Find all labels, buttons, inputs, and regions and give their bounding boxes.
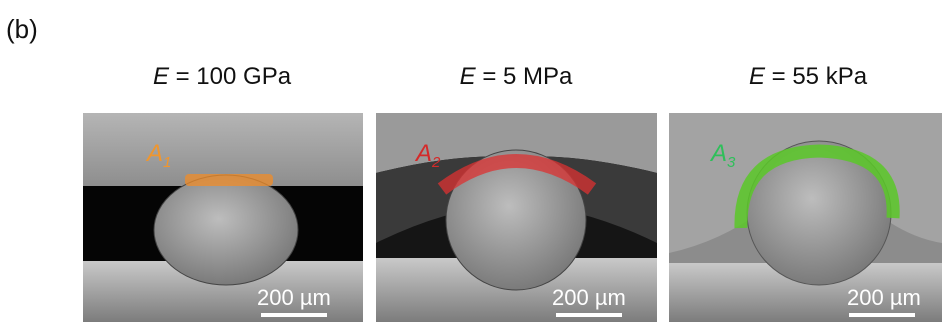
modulus-symbol: E <box>460 63 477 90</box>
scale-bar-label: 200 µm <box>257 285 331 310</box>
sem-image: A1 200 µm <box>83 113 363 322</box>
area-symbol: A <box>145 140 163 167</box>
area-subscript: 2 <box>431 154 441 171</box>
modulus-value: = 5 MPa <box>482 63 573 90</box>
panel-title: E = 100 GPa <box>153 63 292 90</box>
figure: (b) E = 100 GPa E = 5 MPa E = 55 kPa A1 … <box>0 0 942 322</box>
area-subscript: 3 <box>727 154 736 171</box>
panel-label: (b) <box>6 14 38 44</box>
panel-title: E = 55 kPa <box>749 63 868 90</box>
sem-image: A2 200 µm <box>376 113 657 322</box>
modulus-value: = 55 kPa <box>772 63 868 90</box>
scale-bar-label: 200 µm <box>847 285 921 310</box>
modulus-value: = 100 GPa <box>176 63 292 90</box>
modulus-symbol: E <box>749 63 766 90</box>
sem-image: A3 200 µm <box>669 113 942 322</box>
area-subscript: 1 <box>163 154 171 171</box>
modulus-symbol: E <box>153 63 170 90</box>
panel-title: E = 5 MPa <box>460 63 573 90</box>
area-symbol: A <box>709 140 727 167</box>
scale-bar-label: 200 µm <box>552 285 626 310</box>
area-symbol: A <box>414 140 432 167</box>
